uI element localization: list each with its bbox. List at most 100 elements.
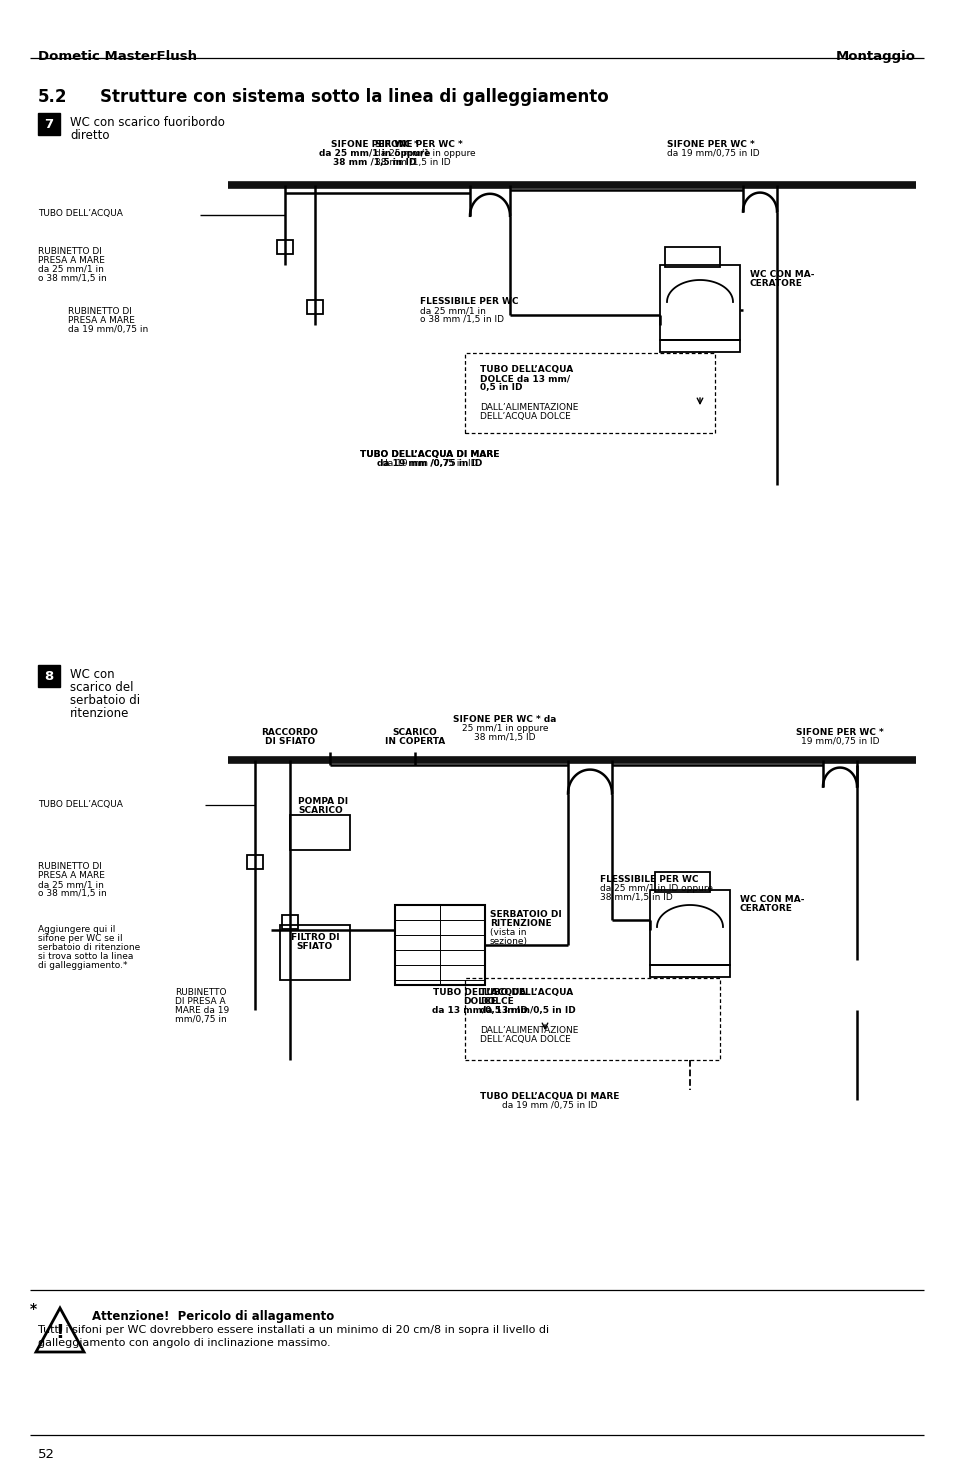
Bar [664,246,720,267]
Text: DOLCE da 13 mm/: DOLCE da 13 mm/ [479,375,570,384]
Bar [659,266,740,341]
Text: sezione): sezione) [490,937,527,945]
Text: da 25 mm/1 in oppure: da 25 mm/1 in oppure [375,149,476,158]
Text: galleggiamento con angolo di inclinazione massimo.: galleggiamento con angolo di inclinazion… [38,1338,331,1348]
Text: si trova sotto la linea: si trova sotto la linea [38,951,133,962]
Text: 7: 7 [45,118,53,130]
Text: PRESA A MARE: PRESA A MARE [38,872,105,881]
Text: SIFONE PER WC * da: SIFONE PER WC * da [453,715,557,724]
Text: da 13 mm/0,5 in ID: da 13 mm/0,5 in ID [479,1006,576,1015]
Text: FLESSIBILE PER WC: FLESSIBILE PER WC [599,875,698,884]
Text: Dometic MasterFlush: Dometic MasterFlush [38,50,196,63]
Text: da 25 mm/1 in: da 25 mm/1 in [38,881,104,889]
Text: diretto: diretto [70,128,110,142]
Text: da 19 mm/0,75 in: da 19 mm/0,75 in [68,324,148,333]
Text: 0,5 in ID: 0,5 in ID [479,384,522,392]
Text: da 19 mm /0,75 in ID: da 19 mm /0,75 in ID [382,459,477,468]
Text: da 25 mm/1 in: da 25 mm/1 in [419,305,485,316]
Text: POMPA DI: POMPA DI [297,796,348,805]
Text: SIFONE PER WC *: SIFONE PER WC * [331,140,418,149]
Text: SFIATO: SFIATO [296,943,333,951]
Bar [38,665,60,687]
Text: scarico del: scarico del [70,681,133,695]
Text: SIFONE PER WC *: SIFONE PER WC * [666,140,754,149]
Text: o 38 mm /1,5 in ID: o 38 mm /1,5 in ID [419,316,503,324]
Text: Montaggio: Montaggio [835,50,915,63]
Bar [38,114,60,136]
Text: TUBO DELL’ACQUA: TUBO DELL’ACQUA [479,364,573,375]
Text: TUBO DELL’ACQUA: TUBO DELL’ACQUA [479,988,573,997]
Text: TUBO DELL’ACQUA DI MARE: TUBO DELL’ACQUA DI MARE [360,450,499,459]
Text: SCARICO: SCARICO [393,729,436,738]
Bar [395,906,484,985]
Text: di galleggiamento.*: di galleggiamento.* [38,962,128,971]
Text: TUBO DELL’ACQUA: TUBO DELL’ACQUA [38,209,123,218]
Text: 38 mm /1,5 in ID: 38 mm /1,5 in ID [375,158,450,167]
Text: RITENZIONE: RITENZIONE [490,919,551,928]
Text: WC CON MA-: WC CON MA- [749,270,814,279]
Text: SCARICO: SCARICO [297,805,342,816]
Bar [464,353,714,434]
Text: da 25 mm/1 in: da 25 mm/1 in [38,266,104,274]
Bar [649,965,729,976]
Text: WC CON MA-: WC CON MA- [740,895,803,904]
Bar [290,816,350,850]
Text: FILTRO DI: FILTRO DI [291,934,339,943]
Bar [280,925,350,979]
Text: TUBO DELL’ACQUA DI MARE: TUBO DELL’ACQUA DI MARE [479,1092,619,1100]
Text: 38 mm /1,5 in ID: 38 mm /1,5 in ID [333,158,416,167]
Text: DALL’ALIMENTAZIONE: DALL’ALIMENTAZIONE [479,403,578,412]
Text: DI PRESA A: DI PRESA A [174,997,226,1006]
Text: CERATORE: CERATORE [749,279,802,288]
Text: DALL’ALIMENTAZIONE: DALL’ALIMENTAZIONE [479,1027,578,1035]
Text: Aggiungere qui il: Aggiungere qui il [38,925,115,934]
Text: RUBINETTO DI: RUBINETTO DI [38,861,102,872]
Text: mm/0,75 in: mm/0,75 in [174,1015,227,1024]
Text: CERATORE: CERATORE [740,904,792,913]
Bar [649,889,729,965]
Text: 38 mm/1,5 in ID: 38 mm/1,5 in ID [599,892,672,903]
Text: 25 mm/1 in oppure: 25 mm/1 in oppure [461,724,548,733]
Text: DOLCE: DOLCE [479,997,514,1006]
Text: da 19 mm /0,75 in ID: da 19 mm /0,75 in ID [501,1100,598,1111]
Text: !: ! [55,1323,65,1341]
Text: serbatoio di: serbatoio di [70,695,140,707]
Text: SERBATOIO DI: SERBATOIO DI [490,910,561,919]
Text: 38 mm/1,5 ID: 38 mm/1,5 ID [474,733,536,742]
Text: da 25 mm/1 in oppure: da 25 mm/1 in oppure [319,149,430,158]
Text: sifone per WC se il: sifone per WC se il [38,934,123,943]
Text: da 25 mm/1 in ID oppure: da 25 mm/1 in ID oppure [599,884,712,892]
Text: (vista in: (vista in [490,928,526,937]
Bar [276,240,293,254]
Text: WC con: WC con [70,668,114,681]
Text: TUBO DELL’ACQUA: TUBO DELL’ACQUA [433,988,526,997]
Text: MARE da 19: MARE da 19 [174,1006,229,1015]
Bar [659,341,740,353]
Text: RUBINETTO DI: RUBINETTO DI [68,307,132,316]
Text: SIFONE PER WC *: SIFONE PER WC * [375,140,462,149]
Text: DI SFIATO: DI SFIATO [265,738,314,746]
Text: DELL’ACQUA DOLCE: DELL’ACQUA DOLCE [479,412,570,420]
Text: Strutture con sistema sotto la linea di galleggiamento: Strutture con sistema sotto la linea di … [100,88,608,106]
Text: DELL’ACQUA DOLCE: DELL’ACQUA DOLCE [479,1035,570,1044]
Text: 8: 8 [45,670,53,683]
Text: RUBINETTO: RUBINETTO [174,988,226,997]
Text: 5.2: 5.2 [38,88,68,106]
Bar [307,299,323,314]
Text: Tutti i sifoni per WC dovrebbero essere installati a un minimo di 20 cm/8 in sop: Tutti i sifoni per WC dovrebbero essere … [38,1325,549,1335]
Text: o 38 mm/1,5 in: o 38 mm/1,5 in [38,889,107,898]
Text: o 38 mm/1,5 in: o 38 mm/1,5 in [38,274,107,283]
Text: FLESSIBILE PER WC: FLESSIBILE PER WC [419,296,518,305]
Bar [655,872,709,892]
Text: RACCORDO: RACCORDO [261,729,318,738]
Bar [282,914,297,929]
Text: WC con scarico fuoribordo: WC con scarico fuoribordo [70,117,225,128]
Text: serbatoio di ritenzione: serbatoio di ritenzione [38,943,140,951]
Text: PRESA A MARE: PRESA A MARE [68,316,134,324]
Text: da 13 mm/0,5 in ID: da 13 mm/0,5 in ID [432,1006,527,1015]
Text: RUBINETTO DI: RUBINETTO DI [38,246,102,257]
Text: TUBO DELL’ACQUA DI MARE: TUBO DELL’ACQUA DI MARE [360,450,499,459]
Text: TUBO DELL’ACQUA: TUBO DELL’ACQUA [38,799,123,808]
Polygon shape [36,1308,84,1353]
Text: *: * [30,1302,37,1316]
